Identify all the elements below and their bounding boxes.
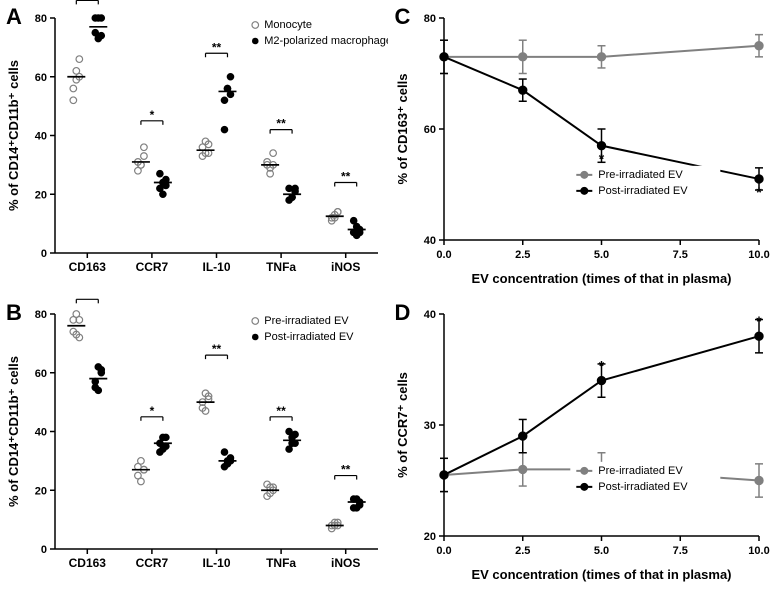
panel-c: C 40 60 80 0.0 2.5 5.0 7.5 10.0 % of CD163⁺ cell… bbox=[389, 0, 777, 296]
svg-text:30: 30 bbox=[423, 420, 435, 432]
svg-text:80: 80 bbox=[35, 309, 47, 321]
svg-text:40: 40 bbox=[423, 309, 435, 321]
panel-d: D 20 30 40 0.0 2.5 5.0 7.5 10.0 % of CCR7⁺ cells… bbox=[389, 296, 777, 591]
svg-text:0.0: 0.0 bbox=[436, 545, 451, 557]
svg-text:Monocyte: Monocyte bbox=[264, 19, 312, 31]
svg-text:*: * bbox=[150, 108, 155, 122]
svg-text:0: 0 bbox=[41, 544, 47, 556]
svg-text:EV concentration (times of tha: EV concentration (times of that in plasm… bbox=[471, 271, 731, 286]
svg-text:2.5: 2.5 bbox=[515, 249, 530, 261]
svg-text:% of CD163⁺ cells: % of CD163⁺ cells bbox=[395, 74, 410, 185]
svg-text:CD163: CD163 bbox=[69, 260, 107, 274]
svg-text:**: ** bbox=[83, 296, 93, 300]
svg-text:IL-10: IL-10 bbox=[202, 556, 230, 570]
svg-text:**: ** bbox=[212, 40, 222, 54]
svg-text:60: 60 bbox=[423, 124, 435, 136]
svg-text:CCR7: CCR7 bbox=[136, 556, 169, 570]
panel-d-label: D bbox=[395, 300, 411, 326]
svg-text:**: ** bbox=[276, 117, 286, 131]
svg-text:% of CCR7⁺ cells: % of CCR7⁺ cells bbox=[395, 372, 410, 478]
svg-text:20: 20 bbox=[35, 189, 47, 201]
svg-text:5.0: 5.0 bbox=[593, 545, 608, 557]
svg-text:Pre-irradiated EV: Pre-irradiated EV bbox=[598, 169, 683, 181]
svg-text:iNOS: iNOS bbox=[331, 260, 360, 274]
svg-text:**: ** bbox=[341, 462, 351, 476]
figure-grid: A 020406080% of CD14⁺CD11b⁺ cellsCD163**… bbox=[0, 0, 777, 591]
panel-b-label: B bbox=[6, 300, 22, 326]
svg-text:**: ** bbox=[276, 403, 286, 417]
svg-text:iNOS: iNOS bbox=[331, 556, 360, 570]
svg-text:% of CD14⁺CD11b⁺ cells: % of CD14⁺CD11b⁺ cells bbox=[6, 356, 21, 507]
svg-text:Pre-irradiated EV: Pre-irradiated EV bbox=[264, 315, 349, 327]
svg-text:Post-irradiated EV: Post-irradiated EV bbox=[598, 185, 688, 197]
svg-text:80: 80 bbox=[35, 13, 47, 25]
svg-text:10.0: 10.0 bbox=[748, 545, 769, 557]
svg-text:60: 60 bbox=[35, 72, 47, 84]
svg-text:M2-polarized macrophage: M2-polarized macrophage bbox=[264, 35, 388, 47]
svg-text:Post-irradiated EV: Post-irradiated EV bbox=[264, 331, 354, 343]
svg-text:0: 0 bbox=[41, 248, 47, 260]
svg-text:7.5: 7.5 bbox=[672, 249, 687, 261]
svg-text:CD163: CD163 bbox=[69, 556, 107, 570]
svg-text:20: 20 bbox=[423, 531, 435, 543]
svg-text:0.0: 0.0 bbox=[436, 249, 451, 261]
svg-text:*: * bbox=[756, 184, 762, 200]
svg-text:TNFa: TNFa bbox=[266, 260, 296, 274]
svg-text:60: 60 bbox=[35, 367, 47, 379]
svg-text:**: ** bbox=[83, 0, 93, 1]
svg-text:Post-irradiated EV: Post-irradiated EV bbox=[598, 480, 688, 492]
svg-text:% of CD14⁺CD11b⁺ cells: % of CD14⁺CD11b⁺ cells bbox=[6, 60, 21, 211]
svg-text:*: * bbox=[598, 357, 604, 373]
svg-text:**: ** bbox=[341, 170, 351, 184]
svg-text:2.5: 2.5 bbox=[515, 545, 530, 557]
panel-a-label: A bbox=[6, 4, 22, 30]
svg-text:CCR7: CCR7 bbox=[136, 260, 169, 274]
svg-text:EV concentration (times of tha: EV concentration (times of that in plasm… bbox=[471, 567, 731, 582]
panel-b: B 020406080% of CD14⁺CD11b⁺ cellsCD163**… bbox=[0, 296, 389, 591]
svg-text:TNFa: TNFa bbox=[266, 556, 296, 570]
svg-text:5.0: 5.0 bbox=[593, 249, 608, 261]
svg-text:40: 40 bbox=[35, 426, 47, 438]
svg-text:IL-10: IL-10 bbox=[202, 260, 230, 274]
svg-text:**: ** bbox=[212, 342, 222, 356]
svg-text:*: * bbox=[756, 313, 762, 329]
svg-text:*: * bbox=[150, 403, 155, 417]
svg-text:20: 20 bbox=[35, 485, 47, 497]
svg-text:*: * bbox=[598, 151, 604, 167]
svg-text:40: 40 bbox=[35, 131, 47, 143]
svg-text:7.5: 7.5 bbox=[672, 545, 687, 557]
svg-text:40: 40 bbox=[423, 235, 435, 247]
svg-text:Pre-irradiated EV: Pre-irradiated EV bbox=[598, 464, 683, 476]
svg-text:10.0: 10.0 bbox=[748, 249, 769, 261]
svg-text:80: 80 bbox=[423, 13, 435, 25]
panel-a: A 020406080% of CD14⁺CD11b⁺ cellsCD163**… bbox=[0, 0, 389, 296]
panel-c-label: C bbox=[395, 4, 411, 30]
